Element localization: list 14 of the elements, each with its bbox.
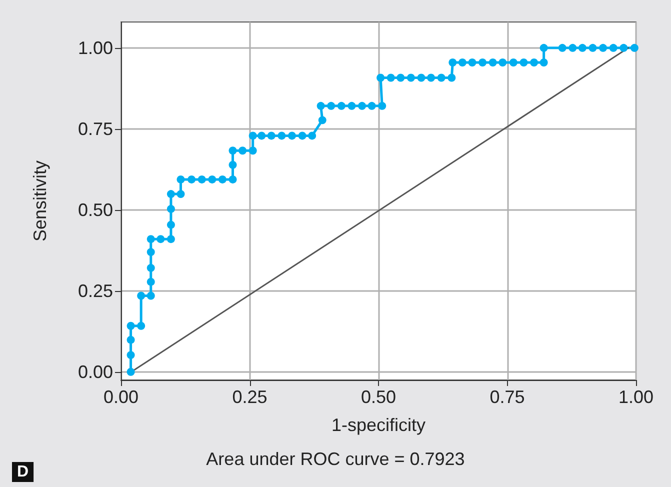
x-axis-title: 1-specificity (331, 415, 426, 435)
y-tick-label: 0.00 (78, 362, 113, 382)
y-tick-label: 1.00 (78, 38, 113, 58)
x-tick-label: 0.00 (103, 387, 139, 407)
text: Area under ROC curve = 0.7923 (206, 449, 465, 469)
y-tick-label: 0.75 (78, 118, 113, 139)
y-tick-label: 0.25 (78, 280, 113, 301)
y-tick-label: 0.50 (78, 200, 113, 220)
y-axis-title: Sensitivity (30, 160, 50, 242)
text: D (17, 464, 29, 480)
x-tick-label: 0.25 (232, 387, 268, 407)
x-tick-label: 0.50 (360, 387, 396, 407)
x-tick-label: 0.75 (490, 387, 525, 407)
x-tick-label: 1.00 (618, 387, 654, 407)
